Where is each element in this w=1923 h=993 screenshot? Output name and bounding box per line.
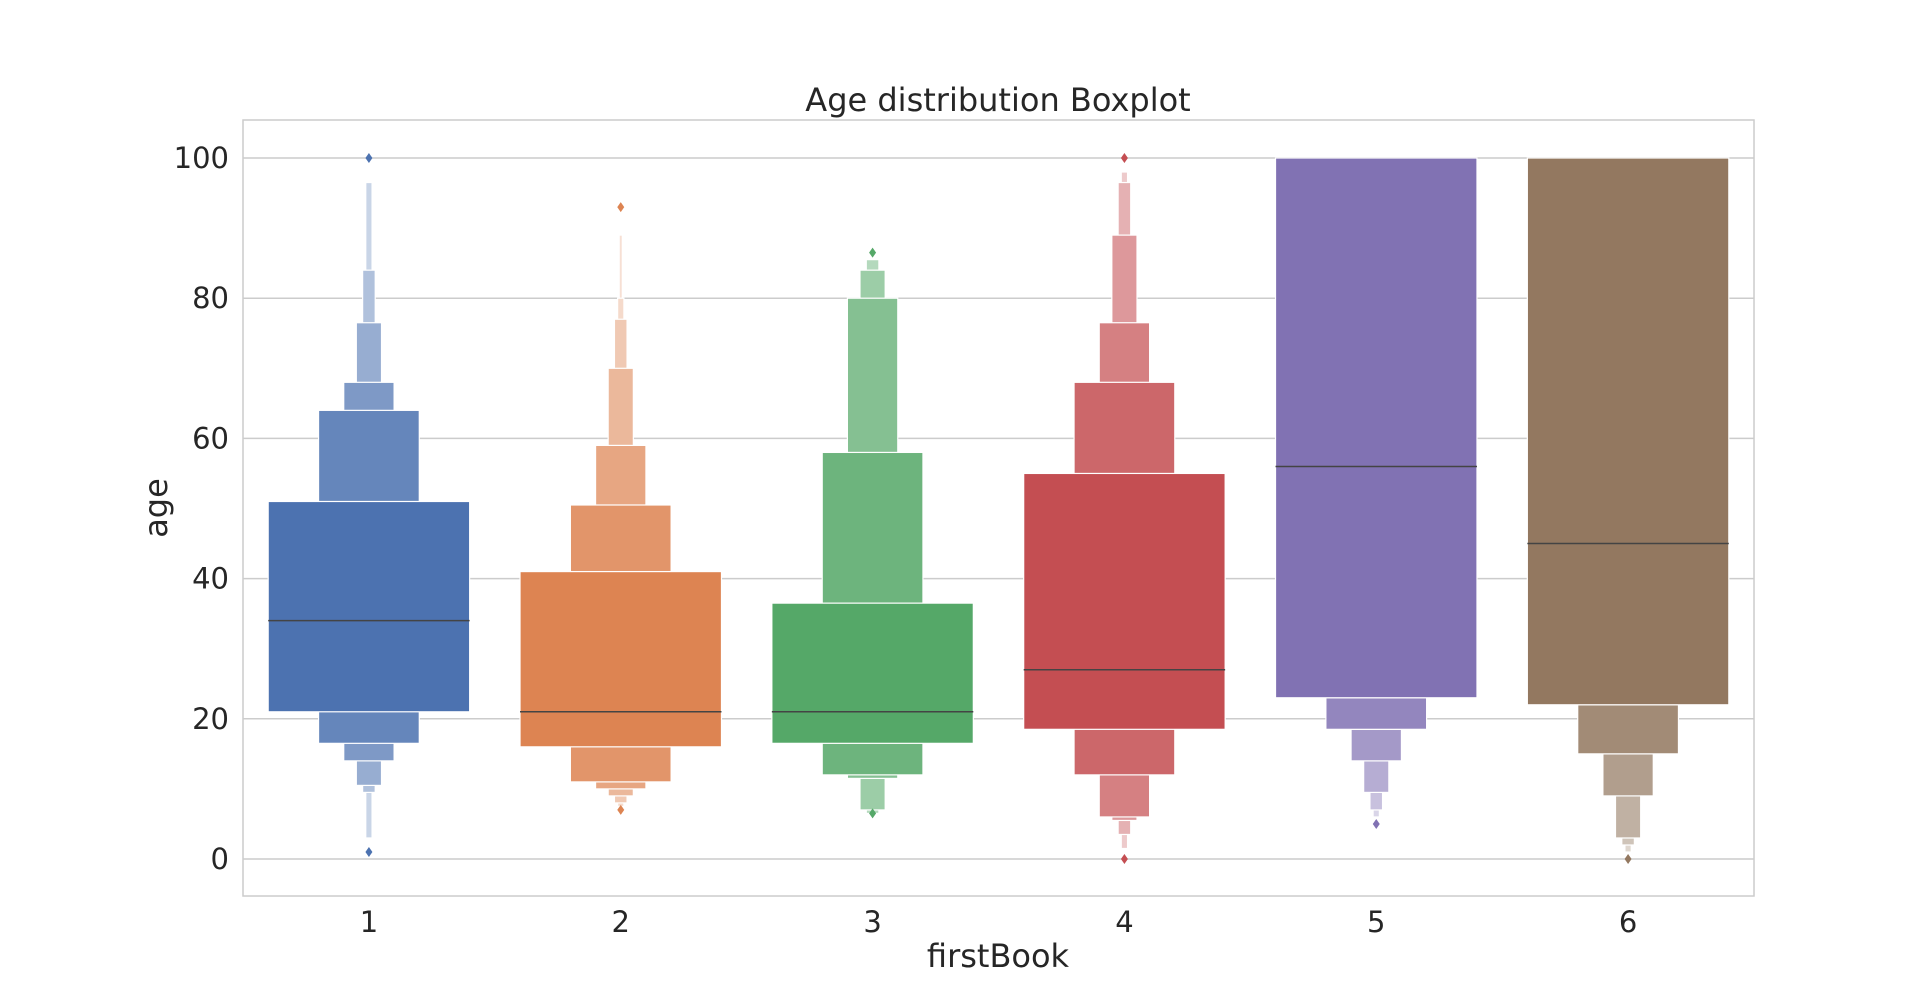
x-axis-ticks: 1 2 3 4 5 6 (360, 905, 1638, 939)
outlier-point (1120, 854, 1128, 864)
boxen-group-2 (519, 202, 723, 815)
y-axis-label: age (137, 478, 175, 538)
boxen-box (1023, 472, 1226, 730)
boxen-series (267, 153, 1730, 864)
boxen-box (1274, 157, 1478, 699)
plot-area (242, 119, 1755, 897)
outlier-point (1120, 153, 1128, 163)
grid-lines (243, 157, 1754, 860)
x-tick-label: 3 (863, 905, 881, 939)
boxen-group-6 (1526, 157, 1730, 864)
boxen-group-5 (1274, 157, 1478, 829)
y-tick-label: 60 (192, 421, 229, 455)
outlier-point (869, 247, 877, 258)
boxen-box (1602, 753, 1654, 797)
boxen-box (1624, 844, 1632, 853)
boxen-box (519, 570, 723, 748)
chart-title: Age distribution Boxplot (805, 81, 1190, 119)
boxen-group-1 (267, 153, 471, 857)
boxen-box (1577, 704, 1680, 755)
boxen-group-3 (771, 247, 974, 819)
boxen-box (1372, 809, 1380, 818)
x-tick-label: 6 (1619, 905, 1637, 939)
boxen-box (1350, 728, 1403, 762)
x-axis-label: firstBook (927, 937, 1070, 975)
x-tick-label: 2 (612, 905, 630, 939)
outlier-point (1624, 854, 1632, 864)
boxen-box (267, 500, 471, 713)
y-tick-label: 100 (174, 141, 229, 175)
boxen-box (1363, 760, 1390, 794)
outlier-point (1372, 818, 1380, 829)
y-tick-label: 0 (211, 842, 229, 876)
y-tick-label: 20 (192, 702, 229, 736)
boxen-box (1526, 157, 1730, 706)
y-tick-label: 80 (192, 281, 229, 315)
y-axis-ticks: 0 20 40 60 80 100 (174, 141, 229, 876)
boxen-box (1325, 697, 1428, 730)
x-tick-label: 5 (1367, 905, 1385, 939)
y-tick-label: 40 (192, 562, 229, 596)
boxen-box (771, 602, 974, 744)
boxen-box (1369, 791, 1384, 811)
boxen-box (1614, 795, 1642, 839)
outlier-point (617, 804, 625, 815)
outlier-point (365, 153, 373, 163)
outlier-point (617, 202, 625, 213)
x-tick-label: 4 (1115, 905, 1133, 939)
x-tick-label: 1 (360, 905, 378, 939)
outlier-point (869, 808, 877, 819)
boxen-box (1621, 837, 1635, 846)
boxen-group-4 (1023, 153, 1226, 864)
outlier-point (365, 846, 373, 857)
